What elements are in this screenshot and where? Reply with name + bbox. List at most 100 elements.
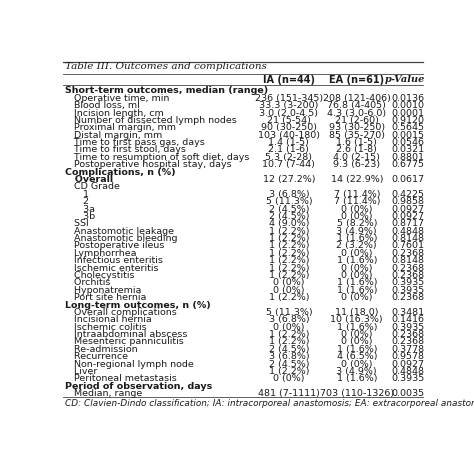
Text: 208 (121-406): 208 (121-406) [323, 94, 391, 103]
Text: 0.2368: 0.2368 [392, 249, 425, 258]
Text: 3.0 (2.0-4.5): 3.0 (2.0-4.5) [259, 109, 319, 118]
Text: 9.3 (6-23): 9.3 (6-23) [333, 160, 380, 169]
Text: 4 (6.5%): 4 (6.5%) [337, 352, 377, 361]
Text: 0.3778: 0.3778 [392, 345, 425, 354]
Text: 3b: 3b [65, 212, 95, 221]
Text: 0.9120: 0.9120 [392, 116, 425, 125]
Text: 21 (2-60): 21 (2-60) [335, 116, 379, 125]
Text: 0.3481: 0.3481 [392, 308, 425, 317]
Text: EA (n=61): EA (n=61) [329, 75, 384, 85]
Text: Time to first pass gas, days: Time to first pass gas, days [65, 138, 204, 147]
Text: p-Value: p-Value [384, 75, 425, 85]
Text: 5 (11.3%): 5 (11.3%) [265, 197, 312, 206]
Text: Ischemic colitis: Ischemic colitis [65, 323, 146, 332]
Text: 0.9578: 0.9578 [392, 352, 425, 361]
Text: 0.1416: 0.1416 [392, 315, 425, 324]
Text: Incisional hernia: Incisional hernia [65, 315, 152, 324]
Text: 2 (4.5%): 2 (4.5%) [269, 360, 309, 368]
Text: Ischemic enteritis: Ischemic enteritis [65, 264, 158, 273]
Text: 0 (0%): 0 (0%) [273, 374, 305, 384]
Text: 0.8148: 0.8148 [392, 256, 425, 265]
Text: CD: Clavien-Dindo classification; IA: intracorporeal anastomosis; EA: extracorpo: CD: Clavien-Dindo classification; IA: in… [65, 400, 474, 408]
Text: Intraabdominal abscess: Intraabdominal abscess [65, 330, 187, 339]
Text: 2 (3.2%): 2 (3.2%) [337, 242, 377, 251]
Text: 2 (4.5%): 2 (4.5%) [269, 204, 309, 213]
Text: 33.3 (3-200): 33.3 (3-200) [259, 101, 319, 110]
Text: SSI: SSI [65, 219, 89, 228]
Text: Anastomotic leakage: Anastomotic leakage [65, 227, 174, 235]
Text: 21 (5-54): 21 (5-54) [267, 116, 311, 125]
Text: 2.6 (1-8): 2.6 (1-8) [337, 145, 377, 155]
Text: 76.8 (4-405): 76.8 (4-405) [328, 101, 386, 110]
Text: 0.0546: 0.0546 [392, 138, 425, 147]
Text: 7 (11.4%): 7 (11.4%) [334, 190, 380, 199]
Text: 0.6775: 0.6775 [392, 160, 425, 169]
Text: 1 (2.2%): 1 (2.2%) [269, 293, 309, 302]
Text: Port site hernia: Port site hernia [65, 293, 146, 302]
Text: 1 (1.6%): 1 (1.6%) [337, 345, 377, 354]
Text: 0 (0%): 0 (0%) [273, 323, 305, 332]
Text: 0.3935: 0.3935 [392, 278, 425, 287]
Text: 7 (11.4%): 7 (11.4%) [334, 197, 380, 206]
Text: 0.0927: 0.0927 [392, 204, 425, 213]
Text: Overall: Overall [65, 175, 113, 184]
Text: 0 (0%): 0 (0%) [341, 271, 373, 280]
Text: 1 (1.6%): 1 (1.6%) [337, 374, 377, 384]
Text: 3 (4.9%): 3 (4.9%) [337, 227, 377, 235]
Text: 0.4848: 0.4848 [392, 367, 425, 376]
Text: 2 (4.5%): 2 (4.5%) [269, 345, 309, 354]
Text: 0.3935: 0.3935 [392, 374, 425, 384]
Text: IA (n=44): IA (n=44) [263, 75, 315, 85]
Text: 0 (0%): 0 (0%) [341, 204, 373, 213]
Text: 3 (6.8%): 3 (6.8%) [269, 315, 309, 324]
Text: 3 (6.8%): 3 (6.8%) [269, 352, 309, 361]
Text: 0 (0%): 0 (0%) [341, 293, 373, 302]
Text: 85 (35-270): 85 (35-270) [329, 131, 385, 140]
Text: Median, range: Median, range [65, 389, 142, 398]
Text: 0.2368: 0.2368 [392, 293, 425, 302]
Text: 93 (30-250): 93 (30-250) [329, 123, 385, 132]
Text: 0 (0%): 0 (0%) [341, 212, 373, 221]
Text: Incision length, cm: Incision length, cm [65, 109, 164, 118]
Text: 0.9858: 0.9858 [392, 197, 425, 206]
Text: 1 (2.2%): 1 (2.2%) [269, 367, 309, 376]
Text: 0 (0%): 0 (0%) [273, 278, 305, 287]
Text: Blood loss, ml: Blood loss, ml [65, 101, 139, 110]
Text: 90 (30-250): 90 (30-250) [261, 123, 317, 132]
Text: 1 (2.2%): 1 (2.2%) [269, 337, 309, 346]
Text: 1 (2.2%): 1 (2.2%) [269, 264, 309, 273]
Text: 0.0927: 0.0927 [392, 212, 425, 221]
Text: 10 (16.3%): 10 (16.3%) [330, 315, 383, 324]
Text: 0.8801: 0.8801 [392, 153, 425, 162]
Text: Mesenteric panniculitis: Mesenteric panniculitis [65, 337, 183, 346]
Text: CD Grade: CD Grade [65, 182, 119, 191]
Text: 2: 2 [65, 197, 89, 206]
Text: 0.0015: 0.0015 [392, 131, 425, 140]
Text: 0.0927: 0.0927 [392, 360, 425, 368]
Text: Time to resumption of soft diet, days: Time to resumption of soft diet, days [65, 153, 249, 162]
Text: Time to first stool, days: Time to first stool, days [65, 145, 186, 155]
Text: 1 (1.6%): 1 (1.6%) [337, 234, 377, 243]
Text: 0 (0%): 0 (0%) [341, 249, 373, 258]
Text: 4.0 (2-15): 4.0 (2-15) [333, 153, 380, 162]
Text: 1 (2.2%): 1 (2.2%) [269, 330, 309, 339]
Text: 3 (6.8%): 3 (6.8%) [269, 190, 309, 199]
Text: 5.3 (2-28): 5.3 (2-28) [265, 153, 312, 162]
Text: Postoperative ileus: Postoperative ileus [65, 242, 164, 251]
Text: 0.8148: 0.8148 [392, 234, 425, 243]
Text: 1: 1 [65, 190, 89, 199]
Text: 1 (1.6%): 1 (1.6%) [337, 286, 377, 295]
Text: 1 (2.2%): 1 (2.2%) [269, 227, 309, 235]
Text: 0 (0%): 0 (0%) [341, 330, 373, 339]
Text: 0 (0%): 0 (0%) [273, 286, 305, 295]
Text: 0 (0%): 0 (0%) [341, 264, 373, 273]
Text: 0.0010: 0.0010 [392, 101, 425, 110]
Text: 1 (1.6%): 1 (1.6%) [337, 256, 377, 265]
Text: 0.3935: 0.3935 [392, 286, 425, 295]
Text: Proximal margin, mm: Proximal margin, mm [65, 123, 176, 132]
Text: 1 (2.2%): 1 (2.2%) [269, 242, 309, 251]
Text: Long-term outcomes, n (%): Long-term outcomes, n (%) [65, 300, 210, 310]
Text: Postoperative hospital stay, days: Postoperative hospital stay, days [65, 160, 231, 169]
Text: 103 (40-180): 103 (40-180) [258, 131, 320, 140]
Text: 10.7 (7-44): 10.7 (7-44) [263, 160, 315, 169]
